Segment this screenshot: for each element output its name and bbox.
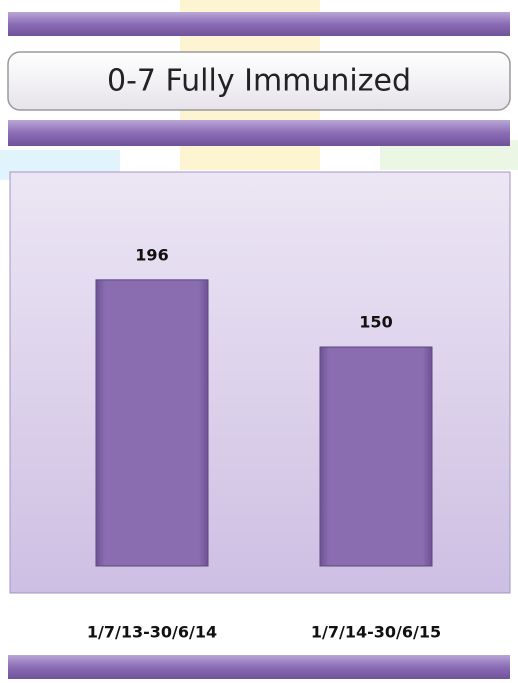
title-box xyxy=(7,51,511,111)
bar xyxy=(95,279,209,567)
header-stripe xyxy=(8,120,510,146)
data-label: 196 xyxy=(135,245,168,264)
header-stripe xyxy=(8,12,510,36)
plot-panel xyxy=(9,171,511,594)
x-tick-label: 1/7/13-30/6/14 xyxy=(87,623,217,642)
chart-title: 0-7 Fully Immunized xyxy=(107,64,411,99)
data-label: 150 xyxy=(359,313,392,332)
footer-stripe xyxy=(8,655,510,679)
bar xyxy=(319,346,433,567)
x-tick-label: 1/7/14-30/6/15 xyxy=(311,623,441,642)
